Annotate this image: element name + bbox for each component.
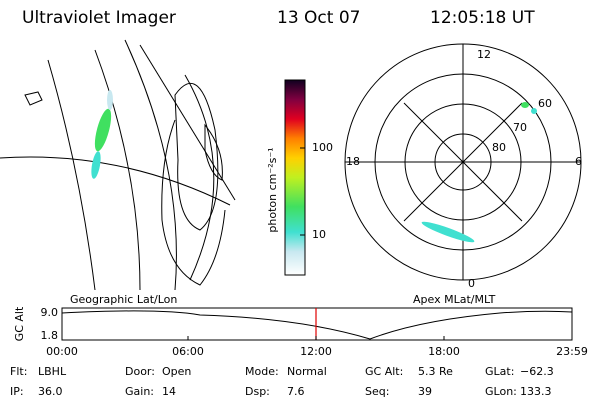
mlt-label: 0 xyxy=(468,277,475,290)
timeline-x-tick: 00:00 xyxy=(46,345,78,358)
info-value: Normal xyxy=(287,365,327,378)
info-key: Dsp: xyxy=(245,385,270,398)
info-key: Flt: xyxy=(10,365,27,378)
info-panel: Flt: LBHL Door: Open Mode: Normal GC Alt: 5.3 R… xyxy=(10,365,554,398)
timeline-label: GC Alt xyxy=(13,306,26,341)
timeline-x-tick: 18:00 xyxy=(428,345,460,358)
info-key: GLon: xyxy=(485,385,517,398)
mlt-label: 18 xyxy=(346,155,360,168)
lat-label: 60 xyxy=(538,97,552,110)
info-value: LBHL xyxy=(38,365,67,378)
info-value: 36.0 xyxy=(38,385,63,398)
info-key: Gain: xyxy=(125,385,154,398)
title: Ultraviolet Imager xyxy=(22,8,176,28)
mlt-label: 12 xyxy=(477,48,491,61)
panel-label: Apex MLat/MLT xyxy=(413,293,496,306)
info-value: 39 xyxy=(418,385,432,398)
info-key: GLat: xyxy=(485,365,514,378)
geographic-map xyxy=(0,39,236,291)
panel-label: Geographic Lat/Lon xyxy=(70,293,177,306)
polar-plot xyxy=(344,43,582,281)
timeline-x-tick: 06:00 xyxy=(172,345,204,358)
time: 12:05:18 UT xyxy=(430,8,535,28)
info-value: 14 xyxy=(162,385,176,398)
lat-label: 80 xyxy=(492,141,506,154)
info-key: Door: xyxy=(125,365,155,378)
colorbar-tick-label: 100 xyxy=(312,141,333,154)
info-key: Seq: xyxy=(365,385,389,398)
colorbar xyxy=(284,79,306,276)
date: 13 Oct 07 xyxy=(277,8,360,28)
colorbar-label: photon cm⁻²s⁻¹ xyxy=(266,147,279,232)
timeline-x-tick: 12:00 xyxy=(300,345,332,358)
info-key: GC Alt: xyxy=(365,365,403,378)
lat-label: 70 xyxy=(513,121,527,134)
info-key: Mode: xyxy=(245,365,279,378)
info-value: 5.3 Re xyxy=(418,365,453,378)
info-key: IP: xyxy=(10,385,24,398)
timeline-x-tick: 23:59 xyxy=(556,345,588,358)
info-value: Open xyxy=(162,365,191,378)
info-value: 133.3 xyxy=(520,385,552,398)
info-value: 7.6 xyxy=(287,385,305,398)
mlt-label: 6 xyxy=(575,155,582,168)
timeline-y-tick: 1.8 xyxy=(41,329,59,342)
timeline-y-tick: 9.0 xyxy=(41,306,59,319)
info-value: −62.3 xyxy=(520,365,554,378)
timeline xyxy=(61,307,573,341)
colorbar-tick-label: 10 xyxy=(312,228,326,241)
